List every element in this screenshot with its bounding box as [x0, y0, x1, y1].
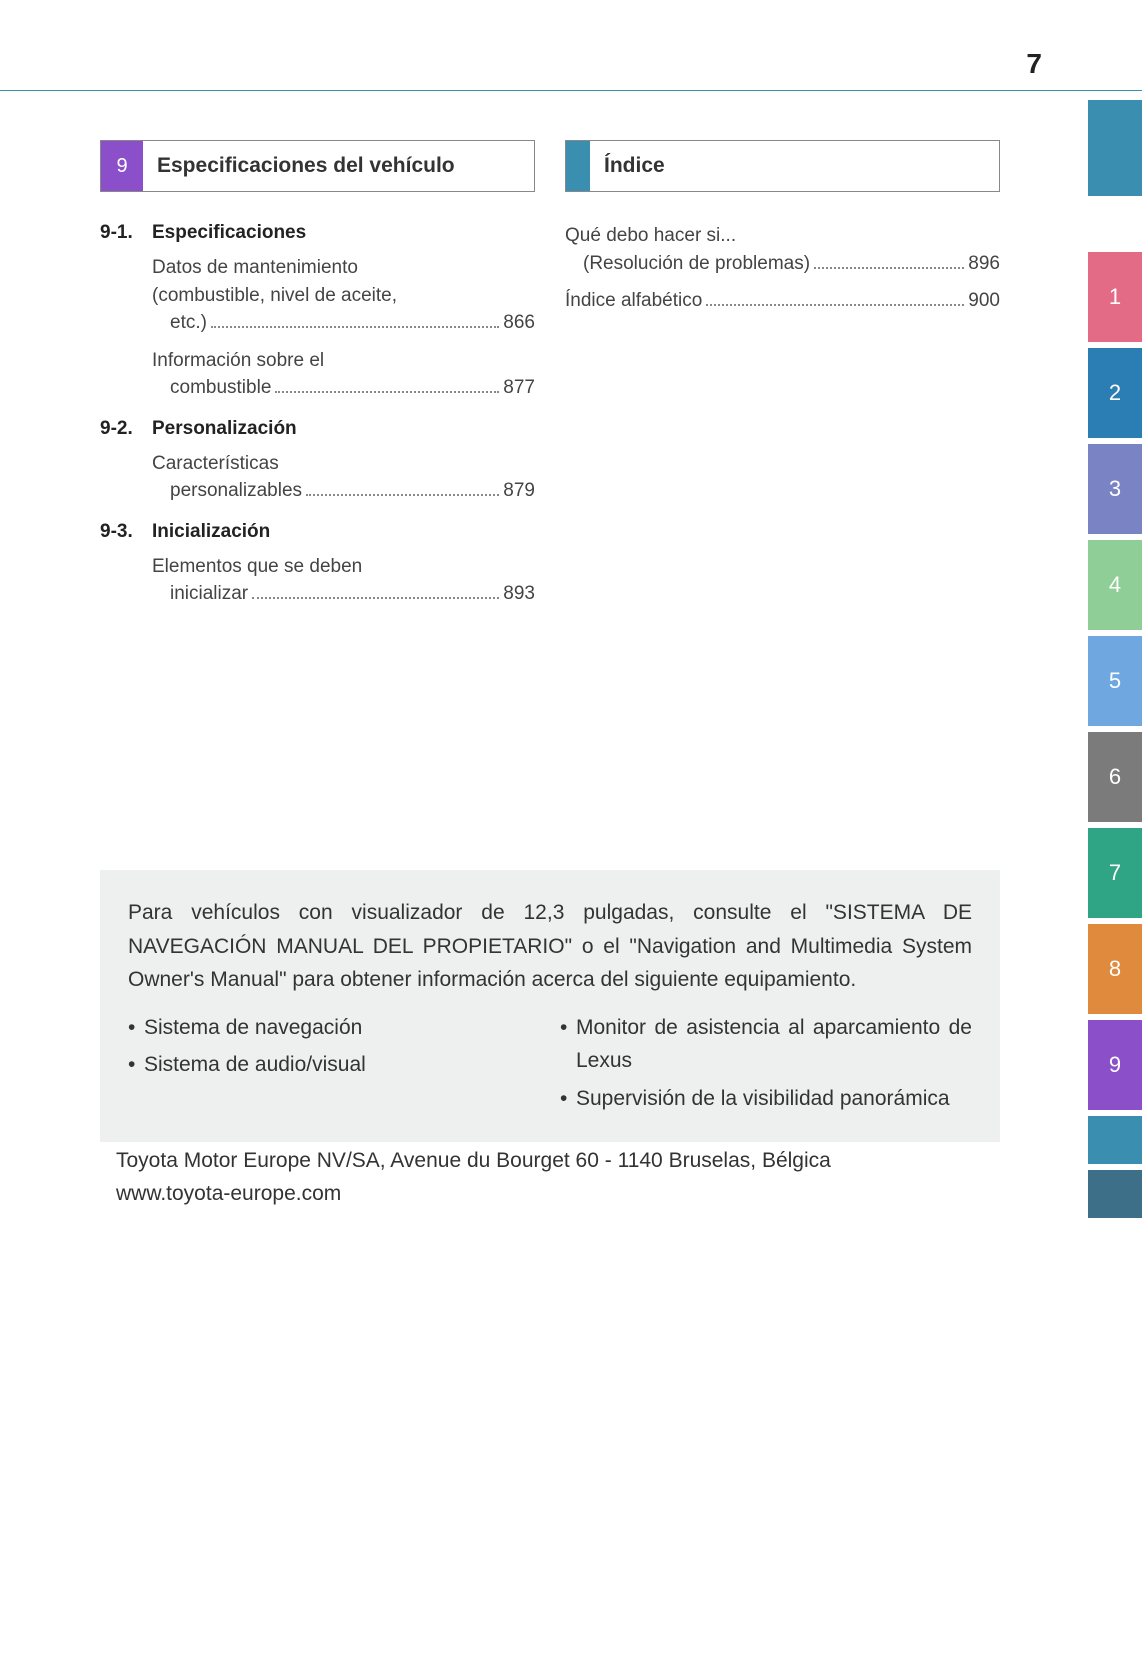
- toc-entry[interactable]: Datos de mantenimiento (combustible, niv…: [152, 254, 535, 337]
- note-body: Para vehículos con visualizador de 12,3 …: [128, 896, 972, 997]
- tab-7[interactable]: 7: [1088, 828, 1142, 918]
- entry-page: 866: [503, 309, 535, 337]
- section-badge-9: 9: [101, 141, 143, 191]
- bullet-text: Sistema de audio/visual: [144, 1048, 366, 1082]
- entry-text: Información sobre el: [152, 347, 535, 375]
- entry-page: 893: [503, 580, 535, 608]
- entry-text: personalizables: [152, 477, 302, 505]
- note-col-left: •Sistema de navegación •Sistema de audio…: [128, 1011, 540, 1120]
- tab-4[interactable]: 4: [1088, 540, 1142, 630]
- toc-entry[interactable]: Información sobre el combustible 877: [152, 347, 535, 402]
- bullet-text: Monitor de asistencia al aparcamiento de…: [576, 1011, 972, 1078]
- leader-dots: [275, 391, 499, 393]
- tab-3[interactable]: 3: [1088, 444, 1142, 534]
- section-header-index: Índice: [565, 140, 1000, 192]
- toc-entry[interactable]: Qué debo hacer si... (Resolución de prob…: [565, 222, 1000, 277]
- subsection-head: 9-2. Personalización: [100, 418, 535, 440]
- section-header-9: 9 Especificaciones del vehículo: [100, 140, 535, 192]
- subsection-title: Inicialización: [152, 521, 270, 543]
- footer-url[interactable]: www.toyota-europe.com: [116, 1178, 986, 1211]
- subsection-number: 9-1.: [100, 222, 152, 244]
- bullet-item: •Supervisión de la visibilidad panorámic…: [560, 1082, 972, 1116]
- entry-text: etc.): [152, 309, 207, 337]
- leader-dots: [252, 597, 499, 599]
- entry-page: 900: [968, 287, 1000, 315]
- entry-page: 877: [503, 374, 535, 402]
- tab-8[interactable]: 8: [1088, 924, 1142, 1014]
- entries: Características personalizables 879: [100, 450, 535, 505]
- section-badge-index: [566, 141, 590, 191]
- toc-entry[interactable]: Características personalizables 879: [152, 450, 535, 505]
- toc-entry[interactable]: Índice alfabético 900: [565, 287, 1000, 315]
- leader-dots: [211, 326, 499, 328]
- note-columns: •Sistema de navegación •Sistema de audio…: [128, 1011, 972, 1120]
- note-box: Para vehículos con visualizador de 12,3 …: [100, 870, 1000, 1142]
- leader-dots: [814, 267, 964, 269]
- note-col-right: •Monitor de asistencia al aparcamiento d…: [560, 1011, 972, 1120]
- footer: Toyota Motor Europe NV/SA, Avenue du Bou…: [116, 1145, 986, 1210]
- entry-text: (combustible, nivel de aceite,: [152, 282, 535, 310]
- bullet-icon: •: [128, 1048, 144, 1082]
- entries: Qué debo hacer si... (Resolución de prob…: [565, 222, 1000, 315]
- entry-page: 879: [503, 477, 535, 505]
- subsection-title: Especificaciones: [152, 222, 306, 244]
- entry-text: Datos de mantenimiento: [152, 254, 535, 282]
- bullet-item: •Monitor de asistencia al aparcamiento d…: [560, 1011, 972, 1078]
- right-column: Índice Qué debo hacer si... (Resolución …: [565, 140, 1000, 624]
- entry-text: Índice alfabético: [565, 287, 702, 315]
- subsection-number: 9-3.: [100, 521, 152, 543]
- tab-top[interactable]: [1088, 100, 1142, 196]
- subsection-number: 9-2.: [100, 418, 152, 440]
- bullet-icon: •: [560, 1011, 576, 1078]
- side-tabs: 1 2 3 4 5 6 7 8 9: [1088, 100, 1142, 1224]
- entries: Elementos que se deben inicializar 893: [100, 553, 535, 608]
- subsection-9-3: 9-3. Inicialización Elementos que se deb…: [100, 521, 535, 608]
- subsection-title: Personalización: [152, 418, 297, 440]
- entry-text: Características: [152, 450, 535, 478]
- entry-text: inicializar: [152, 580, 248, 608]
- section-title-index: Índice: [590, 141, 665, 191]
- tab-2[interactable]: 2: [1088, 348, 1142, 438]
- leader-dots: [306, 494, 499, 496]
- tab-9[interactable]: 9: [1088, 1020, 1142, 1110]
- entry-text: Qué debo hacer si...: [565, 222, 1000, 250]
- tab-5[interactable]: 5: [1088, 636, 1142, 726]
- entry-page: 896: [968, 250, 1000, 278]
- subsection-9-1: 9-1. Especificaciones Datos de mantenimi…: [100, 222, 535, 402]
- bullet-item: •Sistema de audio/visual: [128, 1048, 540, 1082]
- leader-dots: [706, 304, 964, 306]
- bullet-text: Sistema de navegación: [144, 1011, 362, 1045]
- tab-6[interactable]: 6: [1088, 732, 1142, 822]
- subsection-head: 9-1. Especificaciones: [100, 222, 535, 244]
- bullet-item: •Sistema de navegación: [128, 1011, 540, 1045]
- left-column: 9 Especificaciones del vehículo 9-1. Esp…: [100, 140, 535, 624]
- content-columns: 9 Especificaciones del vehículo 9-1. Esp…: [100, 140, 1000, 624]
- tab-1[interactable]: 1: [1088, 252, 1142, 342]
- toc-entry[interactable]: Elementos que se deben inicializar 893: [152, 553, 535, 608]
- entry-text: (Resolución de problemas): [565, 250, 810, 278]
- entry-text: Elementos que se deben: [152, 553, 535, 581]
- entries: Datos de mantenimiento (combustible, niv…: [100, 254, 535, 402]
- tab-index-b[interactable]: [1088, 1170, 1142, 1218]
- subsection-head: 9-3. Inicialización: [100, 521, 535, 543]
- top-rule: [0, 90, 1142, 91]
- subsection-9-2: 9-2. Personalización Características per…: [100, 418, 535, 505]
- footer-address: Toyota Motor Europe NV/SA, Avenue du Bou…: [116, 1145, 986, 1178]
- page-number: 7: [1026, 48, 1042, 80]
- bullet-icon: •: [128, 1011, 144, 1045]
- tab-index-a[interactable]: [1088, 1116, 1142, 1164]
- bullet-icon: •: [560, 1082, 576, 1116]
- entry-text: combustible: [152, 374, 271, 402]
- section-title-9: Especificaciones del vehículo: [143, 141, 455, 191]
- bullet-text: Supervisión de la visibilidad panorámica: [576, 1082, 950, 1116]
